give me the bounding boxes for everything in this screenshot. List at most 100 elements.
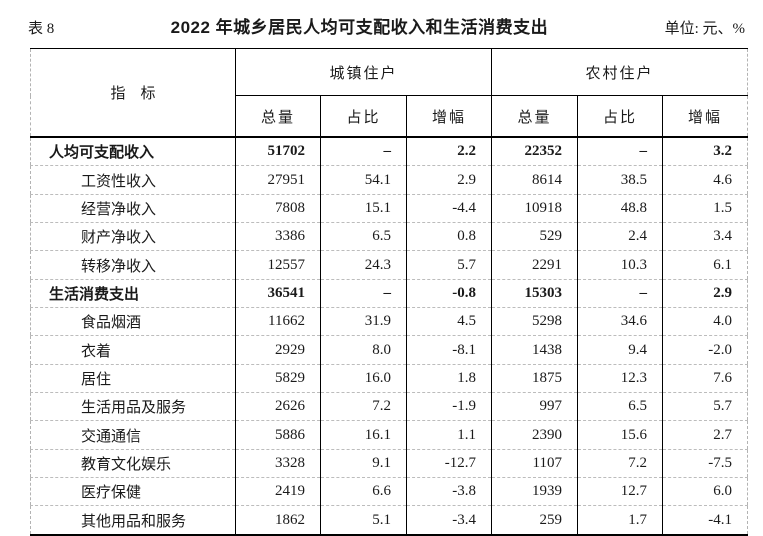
urban-growth-header: 增幅 [406, 95, 492, 138]
value-cell: – [320, 278, 407, 308]
table-row: 人均可支配收入 51702–2.2 22352–3.2 [30, 136, 748, 166]
value-cell: 2.4 [577, 222, 663, 251]
value-cell: 34.6 [577, 307, 663, 336]
table-body: 人均可支配收入 51702–2.2 22352–3.2 工资性收入 27951 54.1 2… [30, 136, 748, 535]
indicator-cell: 财产净收入 [30, 222, 236, 251]
indicator-cell: 医疗保健 [30, 477, 236, 506]
table-row: 转移净收入 12557 24.3 5.7 2291 10.3 6.1 [30, 250, 748, 280]
value-cell: 1.7 [577, 505, 663, 535]
value-cell: 4.5 [406, 307, 492, 336]
value-cell: 6.5 [577, 392, 663, 421]
value-cell: 529 [491, 222, 578, 251]
value-cell: 36541 [235, 278, 321, 308]
value-cell: 1438 [491, 335, 578, 365]
value-cell: 2.2 [406, 136, 492, 166]
table-row: 居住 5829 16.0 1.8 1875 12.3 7.6 [30, 363, 748, 393]
urban-group-header: 城镇住户 [235, 48, 492, 96]
table-row: 生活用品及服务 2626 7.2 -1.9 997 6.5 5.7 [30, 392, 748, 421]
value-cell: 10918 [491, 193, 578, 223]
unit-label: 单位: 元、% [664, 21, 745, 37]
value-cell: 10.3 [577, 250, 663, 280]
value-cell: 4.6 [662, 165, 748, 195]
value-cell: 1939 [491, 477, 578, 506]
value-cell: 48.8 [577, 193, 663, 223]
value-cell: 2291 [491, 250, 578, 280]
table-row: 财产净收入 3386 6.5 0.8 529 2.4 3.4 [30, 222, 748, 251]
urban-share-header: 占比 [320, 95, 407, 138]
value-cell: – [320, 136, 407, 166]
title-bar: 表 8 2022 年城乡居民人均可支配收入和生活消费支出 单位: 元、% [0, 0, 763, 38]
value-cell: -2.0 [662, 335, 748, 365]
value-cell: 6.6 [320, 477, 407, 506]
value-cell: -3.8 [406, 477, 492, 506]
indicator-cell: 工资性收入 [30, 165, 236, 195]
value-cell: 3.2 [662, 136, 748, 166]
indicator-cell: 其他用品和服务 [30, 505, 236, 535]
table-header: 指 标 城镇住户 农村住户 总量 占比 增幅 总量 占比 增幅 [30, 48, 748, 138]
indicator-cell: 经营净收入 [30, 193, 236, 223]
value-cell: 1862 [235, 505, 321, 535]
indicator-cell: 居住 [30, 363, 236, 393]
value-cell: 16.1 [320, 420, 407, 450]
value-cell: 2.7 [662, 420, 748, 450]
value-cell: -3.4 [406, 505, 492, 535]
indicator-cell: 交通通信 [30, 420, 236, 450]
value-cell: 8.0 [320, 335, 407, 365]
value-cell: 15.1 [320, 193, 407, 223]
value-cell: 259 [491, 505, 578, 535]
indicator-column-header: 指 标 [30, 48, 236, 138]
table-row: 衣着 2929 8.0 -8.1 1438 9.4 -2.0 [30, 335, 748, 365]
value-cell: 31.9 [320, 307, 407, 336]
value-cell: -4.1 [662, 505, 748, 535]
value-cell: 2626 [235, 392, 321, 421]
value-cell: 3386 [235, 222, 321, 251]
value-cell: 7.6 [662, 363, 748, 393]
value-cell: 997 [491, 392, 578, 421]
indicator-cell: 衣着 [30, 335, 236, 365]
value-cell: 5.7 [406, 250, 492, 280]
value-cell: 2419 [235, 477, 321, 506]
value-cell: 22352 [491, 136, 578, 166]
value-cell: 5829 [235, 363, 321, 393]
urban-total-header: 总量 [235, 95, 321, 138]
value-cell: 2.9 [662, 278, 748, 308]
value-cell: 0.8 [406, 222, 492, 251]
indicator-cell: 生活消费支出 [30, 278, 236, 308]
rural-growth-header: 增幅 [662, 95, 748, 138]
table-row: 其他用品和服务 1862 5.1 -3.4 259 1.7 -4.1 [30, 505, 748, 535]
table-row: 食品烟酒 11662 31.9 4.5 5298 34.6 4.0 [30, 307, 748, 336]
page-title: 2022 年城乡居民人均可支配收入和生活消费支出 [170, 18, 549, 37]
income-expenditure-table: 指 标 城镇住户 农村住户 总量 占比 增幅 总量 占比 增幅 人均可支配收入 5… [30, 48, 748, 536]
value-cell: 15303 [491, 278, 578, 308]
value-cell: 2390 [491, 420, 578, 450]
table-row: 生活消费支出 36541– -0.8 15303–2.9 [30, 278, 748, 308]
value-cell: -12.7 [406, 448, 492, 478]
value-cell: 11662 [235, 307, 321, 336]
table-row: 交通通信 5886 16.1 1.1 2390 15.6 2.7 [30, 420, 748, 450]
value-cell: 2929 [235, 335, 321, 365]
value-cell: – [577, 278, 663, 308]
value-cell: 4.0 [662, 307, 748, 336]
value-cell: 24.3 [320, 250, 407, 280]
value-cell: 1875 [491, 363, 578, 393]
value-cell: 6.1 [662, 250, 748, 280]
value-cell: 7808 [235, 193, 321, 223]
value-cell: 16.0 [320, 363, 407, 393]
value-cell: 9.4 [577, 335, 663, 365]
value-cell: 3328 [235, 448, 321, 478]
table-row: 工资性收入 27951 54.1 2.9 8614 38.5 4.6 [30, 165, 748, 195]
value-cell: 9.1 [320, 448, 407, 478]
value-cell: 7.2 [320, 392, 407, 421]
value-cell: -1.9 [406, 392, 492, 421]
indicator-cell: 人均可支配收入 [30, 136, 236, 166]
value-cell: 5.1 [320, 505, 407, 535]
value-cell: 3.4 [662, 222, 748, 251]
value-cell: 38.5 [577, 165, 663, 195]
value-cell: 7.2 [577, 448, 663, 478]
rural-group-header: 农村住户 [491, 48, 748, 96]
indicator-cell: 生活用品及服务 [30, 392, 236, 421]
value-cell: 8614 [491, 165, 578, 195]
value-cell: 1107 [491, 448, 578, 478]
value-cell: 15.6 [577, 420, 663, 450]
table-row: 经营净收入 7808 15.1 -4.4 10918 48.8 1.5 [30, 193, 748, 223]
